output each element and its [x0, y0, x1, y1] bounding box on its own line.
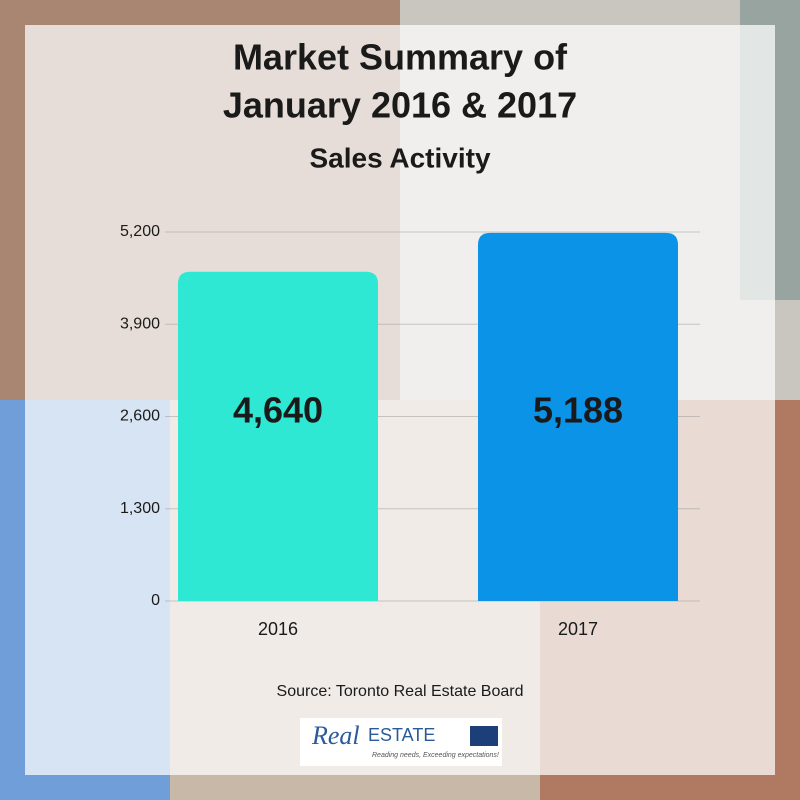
y-tick-label: 1,300	[120, 500, 160, 517]
chart-title: January 2016 & 2017	[223, 85, 577, 126]
bar	[178, 271, 378, 601]
logo: Real ESTATE Reading needs, Exceeding exp…	[300, 718, 502, 766]
x-tick-label: 2016	[258, 619, 298, 639]
bar	[478, 232, 678, 601]
y-tick-label: 3,900	[120, 315, 160, 332]
logo-badge	[470, 726, 498, 746]
y-tick-label: 5,200	[120, 223, 160, 240]
logo-tagline: Reading needs, Exceeding expectations!	[372, 752, 499, 759]
logo-box	[300, 718, 502, 766]
value-label: 4,640	[233, 390, 323, 431]
y-tick-label: 0	[151, 592, 160, 609]
x-tick-label: 2017	[558, 619, 598, 639]
logo-brand: Real	[311, 721, 360, 750]
logo-word: ESTATE	[368, 725, 435, 745]
chart-subtitle: Sales Activity	[309, 142, 490, 173]
source: Source: Toronto Real Estate Board	[277, 683, 524, 700]
value-label: 5,188	[533, 390, 623, 431]
y-tick-label: 2,600	[120, 408, 160, 425]
chart-title: Market Summary of	[233, 37, 568, 78]
